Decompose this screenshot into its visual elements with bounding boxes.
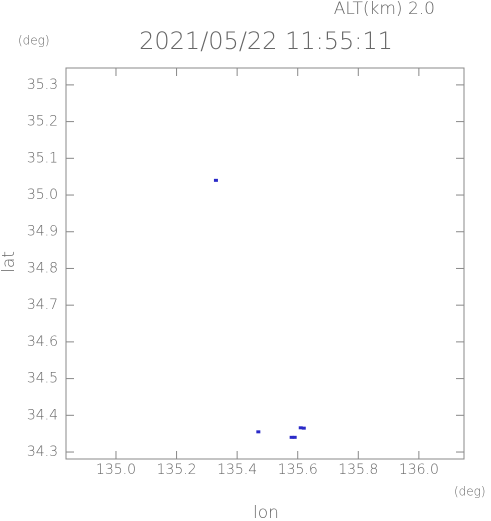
x-tick-label: 136.0 [399,462,439,478]
point [256,430,261,434]
y-tick-label: 35.2 [27,114,58,130]
y-unit: (deg) [18,34,50,48]
x-tick-label: 135.2 [157,462,197,478]
y-tick-label: 35.0 [27,187,58,203]
point [298,426,303,430]
x-unit: (deg) [454,485,486,499]
x-tick-label: 135.0 [96,462,136,478]
x-tick-label: 135.8 [338,462,378,478]
point [301,426,306,430]
chart-subtitle: ALT(km) 2.0 [334,0,435,19]
point [292,435,297,439]
plot-frame [65,67,465,460]
x-tick-label: 135.6 [278,462,318,478]
x-axis-label: lon [253,503,279,521]
point [289,435,294,439]
y-tick-label: 35.3 [27,77,58,93]
y-tick-label: 34.5 [27,371,58,387]
point [213,178,218,182]
y-axis-label: lat [0,251,19,273]
y-tick-label: 34.9 [27,224,58,240]
y-tick-label: 34.8 [27,260,58,276]
y-tick-label: 34.4 [27,407,58,423]
y-tick-label: 34.6 [27,334,58,350]
y-tick-label: 34.7 [27,297,58,313]
chart-title: 2021/05/22 11:55:11 [139,27,393,55]
x-tick-label: 135.4 [217,462,257,478]
y-tick-label: 34.3 [27,444,58,460]
y-tick-label: 35.1 [27,150,58,166]
